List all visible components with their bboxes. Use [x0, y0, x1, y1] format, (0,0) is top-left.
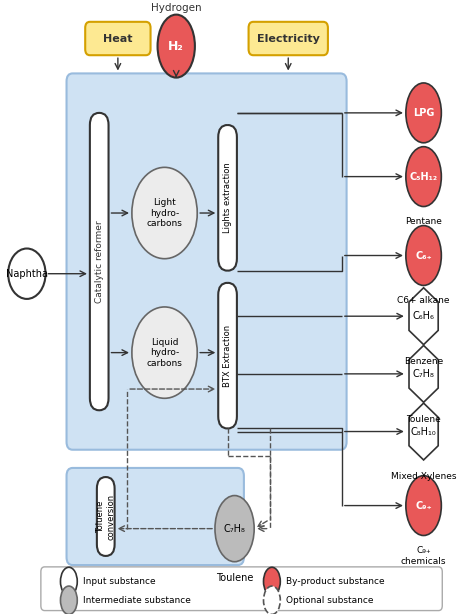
Ellipse shape: [132, 167, 197, 259]
FancyBboxPatch shape: [66, 468, 244, 565]
Ellipse shape: [157, 15, 195, 77]
FancyBboxPatch shape: [248, 22, 328, 55]
Text: Toulene: Toulene: [406, 415, 441, 424]
FancyBboxPatch shape: [218, 283, 237, 429]
Polygon shape: [409, 403, 438, 460]
Polygon shape: [409, 346, 438, 402]
Ellipse shape: [61, 586, 77, 614]
FancyBboxPatch shape: [85, 22, 151, 55]
Ellipse shape: [215, 496, 254, 561]
Text: C6+ alkane: C6+ alkane: [397, 296, 450, 306]
Text: Hydrogen: Hydrogen: [151, 2, 201, 13]
Text: C₉₊
chemicals: C₉₊ chemicals: [401, 546, 447, 566]
Text: C₆₊: C₆₊: [415, 250, 432, 261]
Ellipse shape: [406, 226, 441, 285]
Text: Lights extraction: Lights extraction: [223, 162, 232, 233]
Text: Heat: Heat: [103, 34, 133, 44]
Text: BTX Extraction: BTX Extraction: [223, 325, 232, 387]
Ellipse shape: [264, 567, 280, 595]
Text: C₅H₁₂: C₅H₁₂: [410, 172, 438, 181]
Text: Intermediate substance: Intermediate substance: [83, 596, 191, 605]
Text: Mixed Xylenes: Mixed Xylenes: [391, 472, 456, 482]
Text: Toulene: Toulene: [216, 573, 253, 582]
Text: LPG: LPG: [413, 108, 434, 118]
Text: Optional substance: Optional substance: [286, 596, 374, 605]
Text: Toluene
conversion: Toluene conversion: [96, 493, 116, 539]
Ellipse shape: [132, 307, 197, 399]
Ellipse shape: [406, 146, 441, 207]
Ellipse shape: [61, 567, 77, 595]
Text: Pentane: Pentane: [405, 218, 442, 226]
Text: Electricity: Electricity: [257, 34, 319, 44]
Ellipse shape: [8, 248, 46, 299]
Text: C₇H₈: C₇H₈: [413, 369, 435, 379]
Text: Light
hydro-
carbons: Light hydro- carbons: [146, 198, 182, 228]
Text: C₉₊: C₉₊: [415, 501, 432, 510]
Text: Catalytic reformer: Catalytic reformer: [95, 220, 104, 303]
FancyBboxPatch shape: [41, 567, 442, 611]
FancyBboxPatch shape: [218, 125, 237, 271]
Text: C₈H₁₀: C₈H₁₀: [411, 427, 437, 437]
Text: Naphtha: Naphtha: [6, 269, 48, 279]
Text: H₂: H₂: [168, 39, 184, 53]
Text: Liquid
hydro-
carbons: Liquid hydro- carbons: [146, 338, 182, 368]
Text: Input substance: Input substance: [83, 577, 155, 586]
Ellipse shape: [264, 586, 280, 614]
FancyBboxPatch shape: [90, 113, 109, 410]
Text: C₆H₆: C₆H₆: [413, 311, 435, 321]
Text: By-product substance: By-product substance: [286, 577, 384, 586]
Text: Benzene: Benzene: [404, 357, 443, 366]
FancyBboxPatch shape: [66, 73, 346, 450]
FancyBboxPatch shape: [97, 477, 115, 556]
Polygon shape: [409, 288, 438, 344]
Ellipse shape: [406, 83, 441, 143]
Text: C₇H₈: C₇H₈: [224, 523, 246, 534]
Ellipse shape: [406, 475, 441, 536]
